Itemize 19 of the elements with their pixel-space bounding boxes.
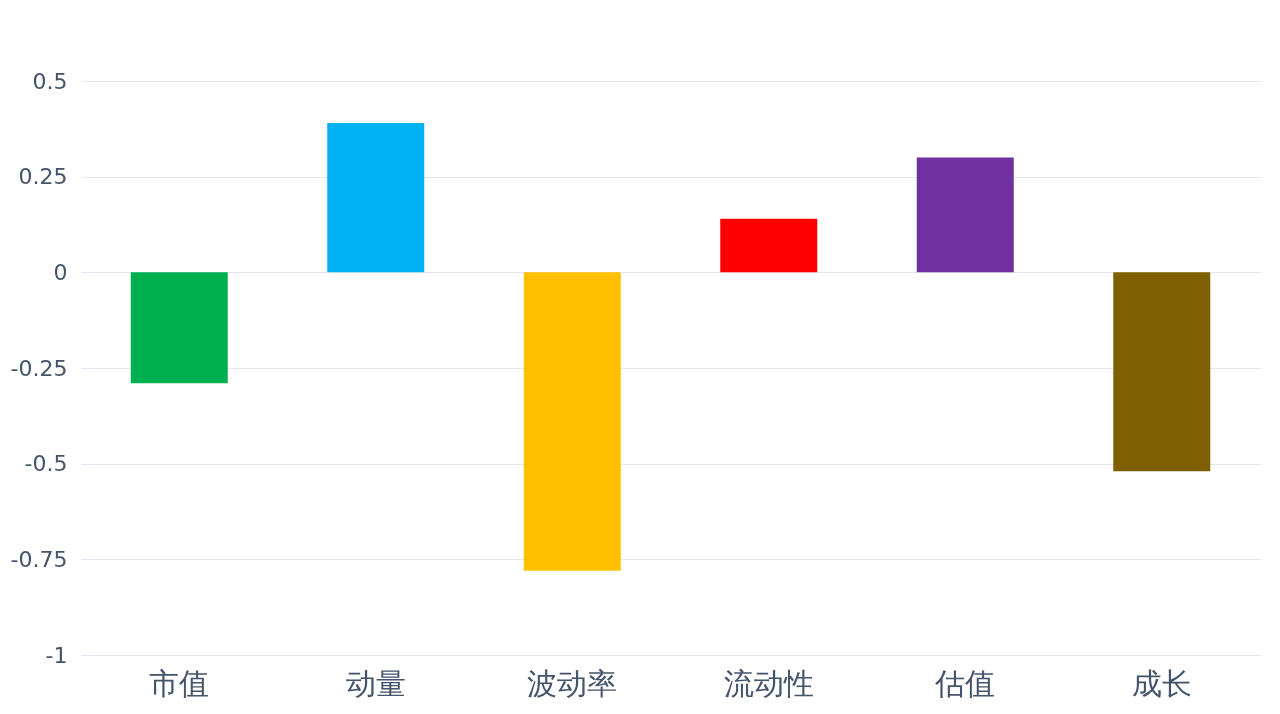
y-tick-label: -0.75 — [10, 546, 68, 572]
x-tick-label: 动量 — [345, 665, 406, 701]
y-tick-label: -1 — [45, 642, 68, 668]
bar — [1113, 272, 1211, 472]
x-tick-label: 成长 — [1131, 665, 1192, 701]
y-tick-label: -0.25 — [10, 355, 68, 381]
x-tick-label: 流动性 — [723, 665, 814, 701]
bar — [523, 272, 621, 571]
y-tick-label: -0.5 — [24, 451, 68, 477]
y-tick-label: 0.25 — [18, 164, 68, 190]
bar — [916, 157, 1014, 273]
x-tick-label: 估值 — [934, 665, 996, 701]
x-tick-label: 市值 — [149, 665, 210, 701]
bar — [327, 123, 425, 273]
bar — [720, 218, 818, 273]
y-tick-label: 0.5 — [32, 68, 68, 94]
bar — [130, 272, 228, 384]
x-tick-label: 波动率 — [527, 665, 618, 701]
y-tick-label: 0 — [53, 259, 68, 285]
